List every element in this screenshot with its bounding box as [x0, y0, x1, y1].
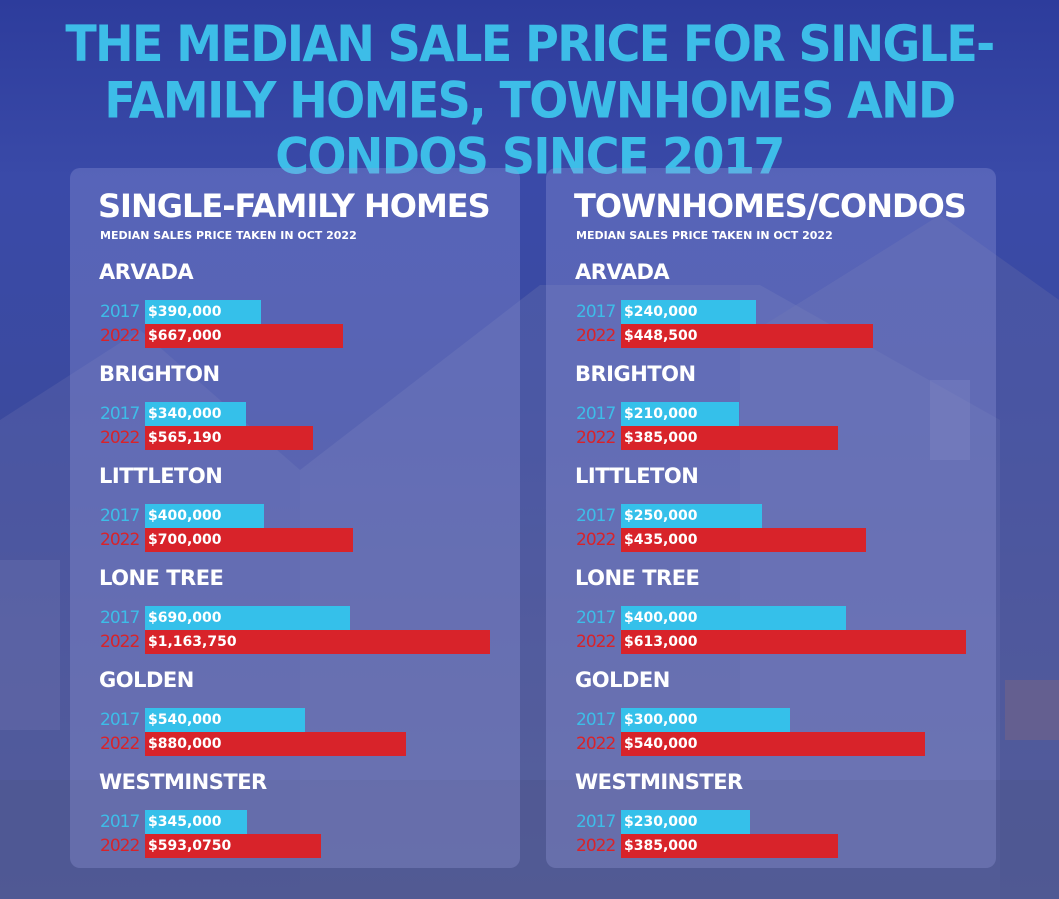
year-label-2017: 2017 — [576, 404, 616, 424]
bar-2022: $880,000 — [145, 732, 406, 756]
year-label-2017: 2017 — [100, 404, 140, 424]
bar-2017: $690,000 — [145, 606, 350, 630]
year-label-2022: 2022 — [576, 428, 616, 448]
year-label-2022: 2022 — [100, 326, 140, 346]
bar-2017: $250,000 — [621, 504, 762, 528]
year-label-2022: 2022 — [576, 632, 616, 652]
city-label: BRIGHTON — [99, 362, 220, 386]
city-label: LONE TREE — [575, 566, 700, 590]
page-title: THE MEDIAN SALE PRICE FOR SINGLE-FAMILY … — [65, 14, 995, 186]
year-label-2022: 2022 — [576, 530, 616, 550]
year-label-2022: 2022 — [100, 632, 140, 652]
panel-title: TOWNHOMES/CONDOS — [574, 187, 967, 225]
year-label-2017: 2017 — [576, 302, 616, 322]
year-label-2022: 2022 — [100, 836, 140, 856]
bar-2022: $613,000 — [621, 630, 966, 654]
year-label-2017: 2017 — [100, 710, 140, 730]
city-label: WESTMINSTER — [575, 770, 743, 794]
panel-title: SINGLE-FAMILY HOMES — [98, 187, 491, 225]
panel-subtitle: MEDIAN SALES PRICE TAKEN IN OCT 2022 — [576, 229, 833, 242]
year-label-2017: 2017 — [100, 812, 140, 832]
bar-2017: $345,000 — [145, 810, 248, 834]
city-label: ARVADA — [99, 260, 194, 284]
bar-2022: $385,000 — [621, 426, 838, 450]
bar-2017: $210,000 — [621, 402, 740, 426]
bar-2017: $240,000 — [621, 300, 757, 324]
year-label-2022: 2022 — [100, 530, 140, 550]
bar-2022: $448,500 — [621, 324, 874, 348]
city-label: LONE TREE — [99, 566, 224, 590]
bar-2022: $435,000 — [621, 528, 866, 552]
bar-2022: $700,000 — [145, 528, 353, 552]
year-label-2017: 2017 — [100, 506, 140, 526]
city-label: LITTLETON — [575, 464, 699, 488]
city-label: LITTLETON — [99, 464, 223, 488]
bar-2017: $300,000 — [621, 708, 790, 732]
city-label: GOLDEN — [99, 668, 194, 692]
bar-2017: $230,000 — [621, 810, 751, 834]
year-label-2022: 2022 — [100, 428, 140, 448]
city-label: GOLDEN — [575, 668, 670, 692]
year-label-2017: 2017 — [576, 812, 616, 832]
bar-2017: $390,000 — [145, 300, 261, 324]
year-label-2022: 2022 — [576, 326, 616, 346]
city-label: ARVADA — [575, 260, 670, 284]
single-family-panel: SINGLE-FAMILY HOMES MEDIAN SALES PRICE T… — [70, 168, 520, 868]
bar-2017: $400,000 — [621, 606, 847, 630]
bar-2022: $540,000 — [621, 732, 925, 756]
bar-2017: $400,000 — [145, 504, 264, 528]
bar-2022: $593,0750 — [145, 834, 321, 858]
year-label-2017: 2017 — [576, 506, 616, 526]
bar-2022: $667,000 — [145, 324, 343, 348]
year-label-2017: 2017 — [576, 608, 616, 628]
year-label-2022: 2022 — [576, 836, 616, 856]
bar-2022: $565,190 — [145, 426, 313, 450]
bar-2017: $340,000 — [145, 402, 246, 426]
panel-subtitle: MEDIAN SALES PRICE TAKEN IN OCT 2022 — [100, 229, 357, 242]
city-label: BRIGHTON — [575, 362, 696, 386]
townhomes-condos-panel: TOWNHOMES/CONDOS MEDIAN SALES PRICE TAKE… — [546, 168, 996, 868]
bar-2017: $540,000 — [145, 708, 306, 732]
year-label-2017: 2017 — [100, 608, 140, 628]
bar-2022: $385,000 — [621, 834, 838, 858]
city-label: WESTMINSTER — [99, 770, 267, 794]
year-label-2022: 2022 — [100, 734, 140, 754]
year-label-2017: 2017 — [100, 302, 140, 322]
year-label-2022: 2022 — [576, 734, 616, 754]
year-label-2017: 2017 — [576, 710, 616, 730]
bar-2022: $1,163,750 — [145, 630, 490, 654]
